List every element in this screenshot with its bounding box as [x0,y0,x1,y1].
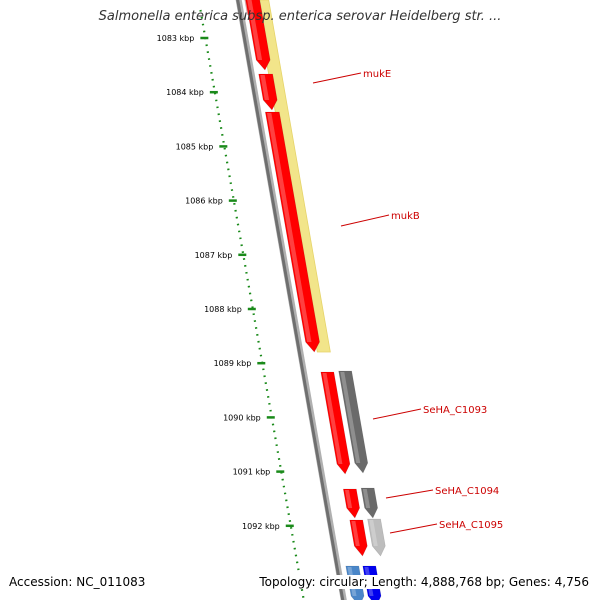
gene-arrow-sehac1093-left[interactable] [320,371,351,475]
gene-arrow-sehac1094-left-highlight [344,490,353,508]
gene-arrow-sehac1093[interactable] [338,370,369,474]
gene-label[interactable]: SeHA_C1094 [435,486,499,497]
gene-arrow-sehac1095-left-highlight [351,521,360,546]
ruler-tick-label: 1088 kbp [204,305,242,314]
gene-label[interactable]: mukB [391,211,420,222]
gene-arrow-sehac1095-highlight [369,520,378,546]
gene-label-leader [389,523,438,534]
gene-label-leader [372,408,422,420]
ruler-tick-label: 1087 kbp [195,251,233,260]
gene-arrow-sehac1093-highlight [340,372,361,463]
ruler-tick-label: 1089 kbp [214,359,252,368]
gene-arrow-muke-highlight [260,75,270,100]
gene-arrow-sehac1095-left[interactable] [349,519,368,557]
gene-label-layer: mukE mukB SeHA_C1093 SeHA_C1094 SeHA_C1095 [312,69,503,534]
accession-text: Accession: NC_011083 [9,575,146,589]
gene-arrow-sehac1095[interactable] [367,518,386,557]
ruler-tick-label: 1085 kbp [176,142,214,151]
gene-label[interactable]: SeHA_C1093 [423,405,487,416]
gene-arrow-upstream-highlight [247,0,263,60]
backbone-line [236,0,345,600]
gene-arrow-upstream[interactable] [245,0,271,71]
gene-arrow-sehac1094[interactable] [360,487,378,519]
gene-label-leader [340,214,390,227]
ruler-tick-label: 1083 kbp [157,34,195,43]
gene-arrow-sehac1094-left[interactable] [342,488,360,519]
genome-summary-text: Topology: circular; Length: 4,888,768 bp… [257,575,589,589]
gene-label[interactable]: SeHA_C1095 [439,520,503,531]
genome-title: Salmonella enterica subsp. enterica sero… [98,9,502,24]
gene-arrow-sehac1093-left-highlight [322,373,343,464]
ruler-tick-label: 1090 kbp [223,413,261,422]
gene-layer [244,0,386,600]
gene-label-leader [312,72,362,84]
ruler-tick-label: 1086 kbp [185,197,223,206]
backbone-layer [235,0,347,600]
gene-arrow-mukb-highlight [266,113,312,342]
gene-arrow-sehac1094-highlight [362,489,371,508]
ruler-tick-label: 1091 kbp [233,468,271,477]
ruler: 1083 kbp 1084 kbp 1085 kbp 1086 kbp 1087 kbp… [157,9,305,600]
gene-label-leader [385,489,434,499]
ruler-tick-label: 1084 kbp [166,88,204,97]
gene-arrow-mukb[interactable] [264,111,320,353]
gene-arrow-muke[interactable] [258,73,278,111]
gene-label[interactable]: mukE [363,69,391,80]
ruler-tick-label: 1092 kbp [242,522,280,531]
